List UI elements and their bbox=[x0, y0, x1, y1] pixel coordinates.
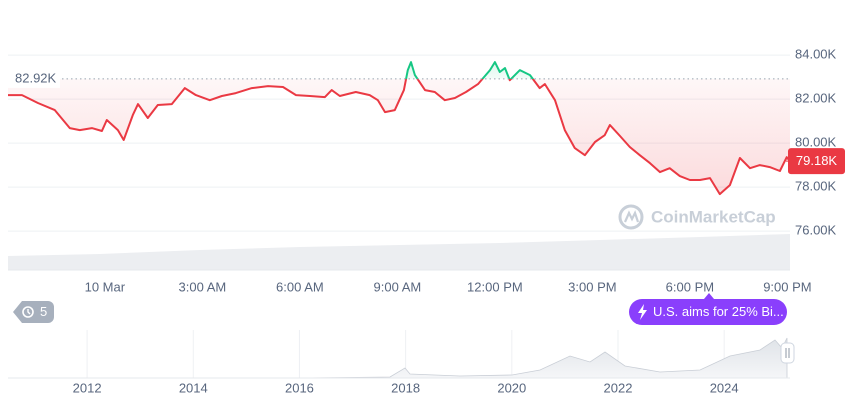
x-tick-label: 9:00 AM bbox=[374, 279, 422, 294]
y-tick-label: 84.00K bbox=[795, 47, 837, 62]
navigator-year-label: 2024 bbox=[710, 380, 739, 395]
x-tick-label: 10 Mar bbox=[85, 279, 126, 294]
volume-area bbox=[8, 234, 790, 270]
navigator-year-label: 2012 bbox=[73, 380, 102, 395]
watermark: CoinMarketCap bbox=[618, 204, 776, 230]
x-tick-label: 9:00 PM bbox=[763, 279, 811, 294]
navigator-year-label: 2016 bbox=[285, 380, 314, 395]
y-tick-label: 82.00K bbox=[795, 91, 837, 106]
news-text: U.S. aims for 25% Bi... bbox=[653, 304, 784, 319]
x-tick-label: 3:00 PM bbox=[568, 279, 616, 294]
price-area bbox=[8, 62, 790, 195]
current-price-badge bbox=[788, 148, 845, 175]
history-count: 5 bbox=[40, 304, 47, 319]
history-badge[interactable]: 5 bbox=[13, 301, 54, 323]
y-tick-label: 80.00K bbox=[795, 135, 837, 150]
y-tick-label: 76.00K bbox=[795, 223, 837, 238]
price-line bbox=[8, 61, 791, 196]
navigator-year-label: 2018 bbox=[391, 380, 420, 395]
x-tick-label: 6:00 AM bbox=[276, 279, 324, 294]
news-badge[interactable]: U.S. aims for 25% Bi... bbox=[629, 293, 787, 325]
y-tick-label: 78.00K bbox=[795, 179, 837, 194]
navigator-year-label: 2020 bbox=[497, 380, 526, 395]
navigator-area bbox=[8, 337, 788, 379]
navigator-year-label: 2014 bbox=[179, 380, 208, 395]
x-tick-label: 6:00 PM bbox=[666, 279, 714, 294]
x-tick-label: 12:00 PM bbox=[467, 279, 523, 294]
x-tick-label: 3:00 AM bbox=[179, 279, 227, 294]
reference-label: 82.92K bbox=[15, 70, 57, 85]
navigator-handle[interactable] bbox=[780, 342, 795, 364]
watermark-text: CoinMarketCap bbox=[651, 207, 776, 226]
reference-label-bg bbox=[8, 69, 60, 88]
navigator-year-label: 2022 bbox=[604, 380, 633, 395]
current-price-label: 79.18K bbox=[796, 153, 838, 168]
